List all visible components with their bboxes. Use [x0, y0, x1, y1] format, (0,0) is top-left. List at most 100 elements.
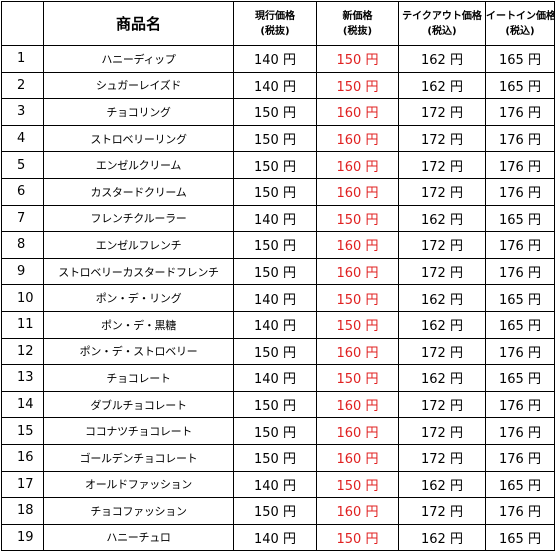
eatin-price-cell: 176 円 [485, 417, 555, 445]
product-name-cell: ココナツチョコレート [43, 417, 234, 445]
header-eatin-price: イートイン価格 (税込) [485, 1, 555, 46]
header-new-price-label: 新価格 [342, 10, 373, 22]
product-name-cell: ハニーチュロ [43, 523, 234, 552]
current-price-cell: 150 円 [233, 177, 317, 206]
header-eatin-price-label: イートイン価格 [486, 10, 555, 22]
eatin-price-cell: 176 円 [485, 443, 555, 472]
row-number-cell: 14 [1, 390, 44, 419]
new-price-cell: 160 円 [316, 337, 399, 366]
new-price-cell: 150 円 [316, 71, 399, 100]
table-row: 8 エンゼルフレンチ 150 円 160 円 172 円 176 円 [1, 231, 555, 259]
table-row: 16 ゴールデンチョコレート 150 円 160 円 172 円 176 円 [1, 443, 555, 472]
product-name-cell: ストロベリーリング [43, 124, 234, 153]
table-row: 1 ハニーディップ 140 円 150 円 162 円 165 円 [1, 45, 555, 73]
eatin-price-cell: 176 円 [485, 390, 555, 419]
takeout-price-cell: 172 円 [398, 177, 486, 206]
takeout-price-cell: 172 円 [398, 337, 486, 366]
table-row: 14 ダブルチョコレート 150 円 160 円 172 円 176 円 [1, 390, 555, 419]
takeout-price-cell: 172 円 [398, 98, 486, 126]
row-number-cell: 10 [1, 284, 44, 312]
row-number-cell: 6 [1, 177, 44, 206]
new-price-cell: 160 円 [316, 151, 399, 179]
new-price-cell: 150 円 [316, 364, 399, 392]
row-number-cell: 12 [1, 337, 44, 366]
current-price-cell: 150 円 [233, 497, 317, 525]
product-name-cell: オールドファッション [43, 470, 234, 499]
eatin-price-cell: 165 円 [485, 470, 555, 499]
header-eatin-price-tax-note: (税込) [505, 25, 535, 37]
current-price-cell: 140 円 [233, 523, 317, 552]
product-name-cell: チョコレート [43, 364, 234, 392]
current-price-cell: 140 円 [233, 71, 317, 100]
current-price-cell: 150 円 [233, 124, 317, 153]
current-price-cell: 150 円 [233, 390, 317, 419]
product-name-cell: エンゼルクリーム [43, 151, 234, 179]
row-number-cell: 8 [1, 231, 44, 259]
current-price-cell: 140 円 [233, 310, 317, 339]
takeout-price-cell: 162 円 [398, 204, 486, 233]
takeout-price-cell: 162 円 [398, 45, 486, 73]
current-price-cell: 150 円 [233, 443, 317, 472]
eatin-price-cell: 165 円 [485, 523, 555, 552]
product-name-cell: ポン・デ・ストロベリー [43, 337, 234, 366]
product-name-cell: フレンチクルーラー [43, 204, 234, 233]
eatin-price-cell: 176 円 [485, 98, 555, 126]
takeout-price-cell: 172 円 [398, 443, 486, 472]
product-name-cell: シュガーレイズド [43, 71, 234, 100]
header-current-price: 現行価格 (税抜) [233, 1, 317, 46]
product-name-cell: ストロベリーカスタードフレンチ [43, 257, 234, 286]
new-price-cell: 160 円 [316, 98, 399, 126]
row-number-cell: 16 [1, 443, 44, 472]
current-price-cell: 150 円 [233, 417, 317, 445]
row-number-cell: 7 [1, 204, 44, 233]
new-price-cell: 150 円 [316, 470, 399, 499]
table-row: 17 オールドファッション 140 円 150 円 162 円 165 円 [1, 470, 555, 499]
header-product-name: 商品名 [43, 1, 234, 46]
header-takeout-price: テイクアウト価格 (税込) [398, 1, 486, 46]
current-price-cell: 150 円 [233, 98, 317, 126]
takeout-price-cell: 162 円 [398, 284, 486, 312]
table-row: 18 チョコファッション 150 円 160 円 172 円 176 円 [1, 497, 555, 525]
takeout-price-cell: 172 円 [398, 390, 486, 419]
takeout-price-cell: 162 円 [398, 310, 486, 339]
current-price-cell: 150 円 [233, 257, 317, 286]
eatin-price-cell: 165 円 [485, 204, 555, 233]
table-row: 3 チョコリング 150 円 160 円 172 円 176 円 [1, 98, 555, 126]
eatin-price-cell: 165 円 [485, 45, 555, 73]
eatin-price-cell: 165 円 [485, 71, 555, 100]
header-new-price-tax-note: (税抜) [342, 25, 373, 37]
table-row: 13 チョコレート 140 円 150 円 162 円 165 円 [1, 364, 555, 392]
new-price-cell: 160 円 [316, 390, 399, 419]
current-price-cell: 140 円 [233, 364, 317, 392]
table-row: 4 ストロベリーリング 150 円 160 円 172 円 176 円 [1, 124, 555, 153]
new-price-cell: 160 円 [316, 257, 399, 286]
current-price-cell: 140 円 [233, 470, 317, 499]
takeout-price-cell: 172 円 [398, 417, 486, 445]
table-body: 1 ハニーディップ 140 円 150 円 162 円 165 円 2 シュガーレイズド 140… [1, 45, 555, 552]
takeout-price-cell: 172 円 [398, 124, 486, 153]
eatin-price-cell: 165 円 [485, 364, 555, 392]
row-number-cell: 18 [1, 497, 44, 525]
current-price-cell: 140 円 [233, 204, 317, 233]
row-number-cell: 3 [1, 98, 44, 126]
header-row: 商品名 現行価格 (税抜) 新価格 (税抜) テイクアウト価格 (税込) イート… [1, 1, 555, 46]
takeout-price-cell: 172 円 [398, 231, 486, 259]
product-name-cell: エンゼルフレンチ [43, 231, 234, 259]
takeout-price-cell: 172 円 [398, 151, 486, 179]
header-current-price-label: 現行価格 [255, 10, 295, 22]
takeout-price-cell: 162 円 [398, 71, 486, 100]
header-current-price-tax-note: (税抜) [260, 25, 290, 37]
row-number-cell: 19 [1, 523, 44, 552]
table-row: 2 シュガーレイズド 140 円 150 円 162 円 165 円 [1, 71, 555, 100]
table-row: 7 フレンチクルーラー 140 円 150 円 162 円 165 円 [1, 204, 555, 233]
row-number-cell: 15 [1, 417, 44, 445]
eatin-price-cell: 176 円 [485, 151, 555, 179]
row-number-cell: 9 [1, 257, 44, 286]
new-price-cell: 160 円 [316, 124, 399, 153]
new-price-cell: 150 円 [316, 523, 399, 552]
row-number-cell: 5 [1, 151, 44, 179]
new-price-cell: 160 円 [316, 497, 399, 525]
row-number-cell: 11 [1, 310, 44, 339]
header-takeout-price-label: テイクアウト価格 [402, 10, 482, 22]
